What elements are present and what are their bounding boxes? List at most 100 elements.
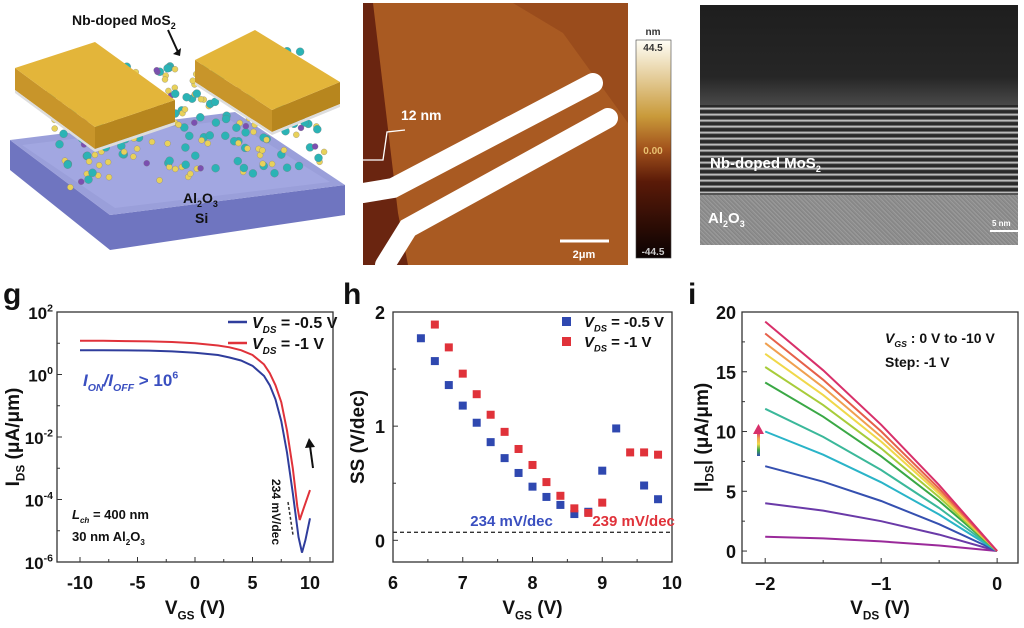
x-axis-label-part: V xyxy=(850,598,863,619)
data-point-1 xyxy=(654,450,663,459)
on-off-ratio-annotation-part: 6 xyxy=(172,369,178,381)
y-tick-label: 20 xyxy=(716,303,736,323)
oxide-label-part: 2 xyxy=(197,199,202,209)
atom xyxy=(293,131,300,138)
x-axis-label: VGS (V) xyxy=(165,598,225,623)
channel-length-annotation-part: = 400 nm xyxy=(89,507,149,522)
data-point-0 xyxy=(500,454,509,463)
tem-oxide-label-part: O xyxy=(728,210,740,227)
oxide-label-part: 3 xyxy=(213,199,218,209)
y-tick-label: 1 xyxy=(375,417,385,437)
electrode-front xyxy=(15,68,95,149)
tem-oxide-label-part: Al xyxy=(708,210,723,227)
colorbar-unit: nm xyxy=(646,27,661,38)
atom xyxy=(172,165,179,173)
atom xyxy=(211,164,220,173)
data-point-1 xyxy=(584,508,593,517)
atom xyxy=(280,146,288,154)
tem-scale-label: 5 nm xyxy=(992,219,1011,228)
oxide-annotation: 30 nm Al2O3 xyxy=(72,529,145,547)
legend-entry-part: = -1 V xyxy=(276,336,324,353)
atom xyxy=(55,140,64,149)
channel-length-annotation-part: L xyxy=(72,507,80,522)
x-tick-label: 6 xyxy=(388,573,398,593)
gate-sweep-annotation-part: : 0 V to -10 V xyxy=(907,330,996,346)
atom xyxy=(51,125,58,132)
y-tick-label: 10 xyxy=(716,423,736,443)
afm-electrode-1 xyxy=(363,73,603,203)
atom xyxy=(180,123,189,132)
legend-entry: VDS = -0.5 V xyxy=(252,315,338,336)
data-point-1 xyxy=(430,320,439,329)
atom xyxy=(221,114,231,124)
gate-sweep-annotation: VGS : 0 V to -10 V xyxy=(885,330,995,349)
y-tick-label: 10-4 xyxy=(25,490,53,511)
legend-entry-part: V xyxy=(584,334,596,351)
atom xyxy=(221,131,230,140)
atom xyxy=(270,169,279,178)
atom xyxy=(153,67,160,74)
channel-length-annotation-part: ch xyxy=(80,516,89,525)
atom xyxy=(165,156,174,165)
data-point-0 xyxy=(458,401,467,410)
ss-fit-line xyxy=(287,501,294,536)
atom xyxy=(244,145,251,152)
legend-entry-part: DS xyxy=(263,325,277,336)
y-tick-label: 15 xyxy=(716,363,736,383)
atom xyxy=(297,124,305,132)
series-line-5 xyxy=(764,381,998,552)
atom xyxy=(181,160,190,169)
atom xyxy=(163,64,172,73)
data-point-0 xyxy=(514,468,523,477)
tem-layer-label-part: Nb-doped MoS xyxy=(710,155,816,172)
oxide-layer xyxy=(700,195,1018,245)
on-off-ratio-annotation-part: OFF xyxy=(113,382,135,394)
data-point-0 xyxy=(640,481,649,490)
x-tick-label: 7 xyxy=(458,573,468,593)
atom xyxy=(130,153,137,160)
data-point-1 xyxy=(626,448,635,457)
channel-arrow xyxy=(167,29,179,53)
series-line-1 xyxy=(765,502,998,552)
atom xyxy=(164,140,171,147)
atom xyxy=(166,163,173,171)
y-axis-label-part: I xyxy=(3,481,24,486)
y-tick-label: 10-6 xyxy=(25,552,53,573)
y-tick-label-part: 2 xyxy=(47,302,53,314)
scale-bar-label: 2μm xyxy=(573,249,596,261)
gate-direction-arrow xyxy=(757,432,760,456)
x-tick-label: 8 xyxy=(527,573,537,593)
y-tick-label: 0 xyxy=(375,531,385,551)
atom xyxy=(232,123,241,132)
x-axis-label-part: GS xyxy=(178,610,195,623)
series-line-0 xyxy=(80,349,311,553)
tem-scale-bar xyxy=(990,230,1018,232)
x-tick-label: −1 xyxy=(871,574,892,594)
y-tick-label-part: 10 xyxy=(28,304,47,323)
y-tick-label-part: 10 xyxy=(28,367,47,386)
legend-entry-part: = -0.5 V xyxy=(276,315,337,332)
step-annotation: Step: -1 V xyxy=(885,354,950,370)
electrode-drain xyxy=(195,30,340,110)
atom xyxy=(191,151,200,160)
atom xyxy=(248,169,258,178)
y-tick-label: 100 xyxy=(28,365,53,386)
y-tick-label-part: 10 xyxy=(25,554,44,573)
series-line-8 xyxy=(764,342,998,552)
channel-label-main: Nb-doped MoS xyxy=(72,12,171,28)
atom xyxy=(59,129,68,138)
atom xyxy=(295,47,305,56)
atom xyxy=(211,118,221,127)
atom xyxy=(143,160,150,167)
atom xyxy=(189,77,196,84)
data-point-0 xyxy=(542,492,551,501)
atom xyxy=(205,131,214,140)
atom xyxy=(268,160,276,168)
data-point-1 xyxy=(598,498,607,507)
atom xyxy=(120,148,128,156)
atom xyxy=(133,145,141,152)
atom xyxy=(314,153,323,163)
data-point-1 xyxy=(542,478,551,487)
atom xyxy=(91,151,99,159)
data-point-0 xyxy=(472,418,481,427)
